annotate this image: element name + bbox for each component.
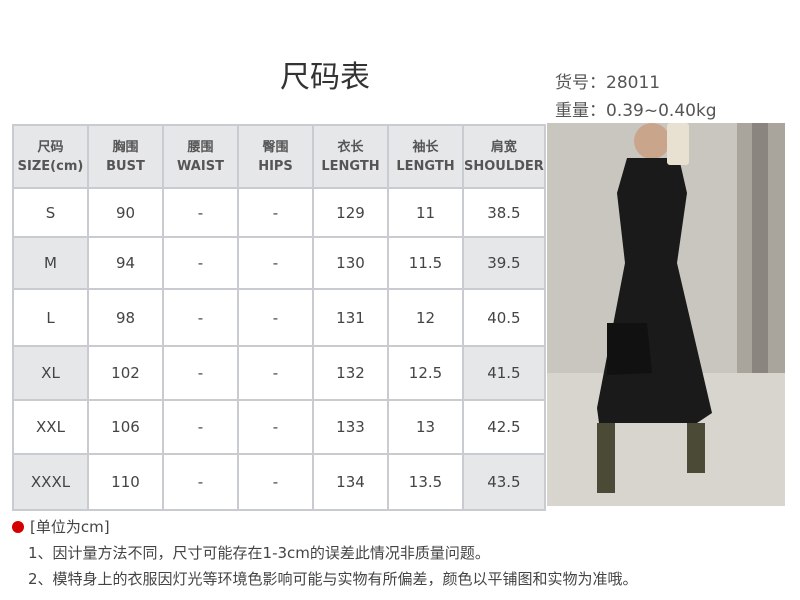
- table-cell: 11: [387, 187, 464, 238]
- header-label: 袖长: [412, 139, 439, 155]
- table-cell: -: [237, 345, 314, 401]
- table-cell: 130: [312, 236, 389, 290]
- header-label: LENGTH: [321, 158, 380, 174]
- unit-note: [单位为cm]: [30, 518, 110, 536]
- table-cell: 106: [87, 399, 164, 455]
- header-row: 尺码 SIZE(cm) 胸围 BUST 腰围 WAIST 臀围 HIPS 衣长 LENGTH 袖长 L…: [12, 124, 546, 189]
- table-cell: 131: [312, 288, 389, 347]
- table-cell: -: [162, 453, 239, 511]
- header-label: HIPS: [258, 158, 293, 174]
- table-cell: -: [237, 187, 314, 238]
- table-cell: 13: [387, 399, 464, 455]
- table-cell: -: [237, 288, 314, 347]
- column-header: 衣长 LENGTH: [312, 124, 389, 189]
- column-header: 袖长 LENGTH: [387, 124, 464, 189]
- column-header: 腰围 WAIST: [162, 124, 239, 189]
- table-cell: 90: [87, 187, 164, 238]
- table-row: M 94- -130 11.5 39.5: [12, 236, 546, 290]
- table-cell: 39.5: [462, 236, 546, 290]
- table-cell: S: [12, 187, 89, 238]
- table-cell: -: [162, 288, 239, 347]
- table-cell: -: [162, 399, 239, 455]
- table-cell: XXL: [12, 399, 89, 455]
- table-cell: M: [12, 236, 89, 290]
- table-row: XXXL 110- -134 13.5 43.5: [12, 453, 546, 511]
- column-header: 胸围 BUST: [87, 124, 164, 189]
- table-cell: -: [162, 236, 239, 290]
- table-row: L 98- -131 12 40.5: [12, 288, 546, 347]
- header-label: BUST: [106, 158, 145, 174]
- header-label: 胸围: [112, 139, 139, 155]
- model-photo: [547, 123, 785, 506]
- table-cell: 43.5: [462, 453, 546, 511]
- table-row: XXL 106- -133 13 42.5: [12, 399, 546, 455]
- table-row: S 90- -129 11 38.5: [12, 187, 546, 238]
- bullet-icon: [12, 521, 24, 533]
- column-header: 肩宽 SHOULDER: [462, 124, 546, 189]
- table-cell: 102: [87, 345, 164, 401]
- notes: [单位为cm] 1、因计量方法不同，尺寸可能存在1-3cm的误差此情况非质量问题…: [12, 514, 638, 592]
- header-label: SIZE(cm): [17, 158, 84, 174]
- table-cell: 13.5: [387, 453, 464, 511]
- table-cell: 41.5: [462, 345, 546, 401]
- table-cell: 132: [312, 345, 389, 401]
- table-cell: -: [237, 399, 314, 455]
- table-cell: 94: [87, 236, 164, 290]
- table-cell: 42.5: [462, 399, 546, 455]
- column-header: 臀围 HIPS: [237, 124, 314, 189]
- size-table: 尺码 SIZE(cm) 胸围 BUST 腰围 WAIST 臀围 HIPS 衣长 LENGTH 袖长 L…: [12, 124, 546, 511]
- table-cell: 40.5: [462, 288, 546, 347]
- table-cell: 12: [387, 288, 464, 347]
- table-cell: -: [237, 453, 314, 511]
- header-label: 衣长: [337, 139, 364, 155]
- table-cell: 11.5: [387, 236, 464, 290]
- note-line-2: 2、模特身上的衣服因灯光等环境色影响可能与实物有所偏差，颜色以平铺图和实物为准哦…: [28, 570, 638, 588]
- header-label: SHOULDER: [464, 158, 544, 174]
- header-label: 臀围: [262, 139, 289, 155]
- table-cell: L: [12, 288, 89, 347]
- table-cell: 133: [312, 399, 389, 455]
- column-header: 尺码 SIZE(cm): [12, 124, 89, 189]
- table-cell: -: [162, 187, 239, 238]
- note-line-1: 1、因计量方法不同，尺寸可能存在1-3cm的误差此情况非质量问题。: [28, 544, 490, 562]
- table-cell: 129: [312, 187, 389, 238]
- header-label: 腰围: [187, 139, 214, 155]
- table-cell: -: [237, 236, 314, 290]
- table-cell: XL: [12, 345, 89, 401]
- header-label: 肩宽: [490, 139, 517, 155]
- table-cell: 98: [87, 288, 164, 347]
- table-cell: XXXL: [12, 453, 89, 511]
- item-weight: 重量：0.39~0.40kg: [555, 101, 717, 121]
- table-cell: -: [162, 345, 239, 401]
- header-label: WAIST: [177, 158, 224, 174]
- table-cell: 134: [312, 453, 389, 511]
- header-label: LENGTH: [396, 158, 455, 174]
- item-number: 货号：28011: [555, 73, 661, 93]
- table-cell: 12.5: [387, 345, 464, 401]
- table-cell: 110: [87, 453, 164, 511]
- table-cell: 38.5: [462, 187, 546, 238]
- header-label: 尺码: [37, 139, 64, 155]
- table-row: XL 102- -132 12.5 41.5: [12, 345, 546, 401]
- page-title: 尺码表: [280, 60, 370, 95]
